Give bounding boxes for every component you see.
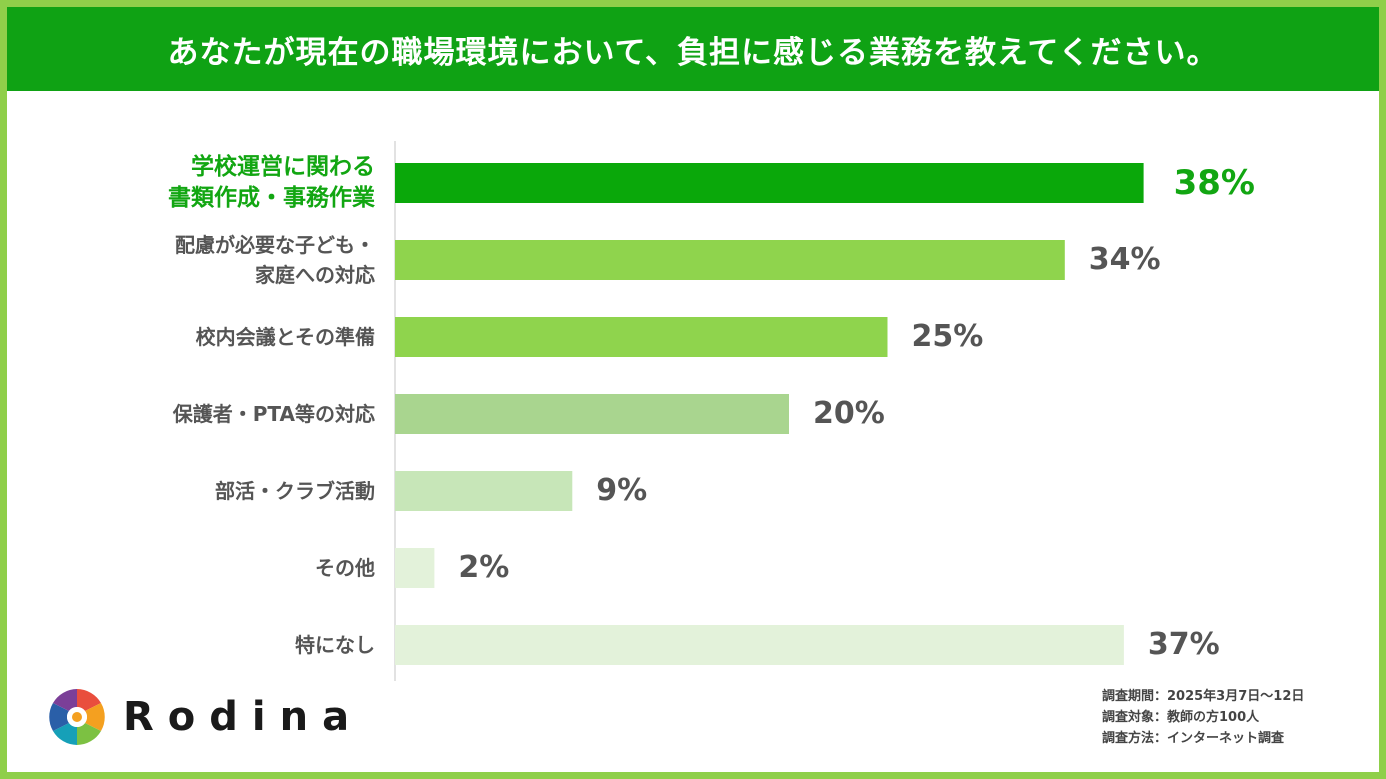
value-label: 37% <box>1147 627 1220 662</box>
category-label: その他 <box>315 556 375 580</box>
category-label: 配慮が必要な子ども・ 家庭への対応 <box>175 233 375 287</box>
bar <box>395 163 1144 203</box>
category-label: 保護者・PTA等の対応 <box>172 402 375 426</box>
brand-name: Rodina <box>123 694 364 740</box>
value-label: 38% <box>1173 162 1255 203</box>
bar <box>395 625 1124 665</box>
survey-method: 調査方法：インターネット調査 <box>1102 731 1285 746</box>
chart-area: 学校運営に関わる 書類作成・事務作業 38% 配慮が必要な子ども・ 家庭への対応 34% 校… <box>7 91 1379 779</box>
value-label: 34% <box>1088 242 1161 277</box>
survey-target: 調査対象：教師の方100人 <box>1102 710 1260 725</box>
survey-period: 調査期間：2025年3月7日～12日 <box>1102 689 1305 704</box>
value-label: 2% <box>458 550 510 585</box>
bar-chart <box>394 141 1144 681</box>
value-label: 25% <box>911 319 984 354</box>
bar <box>395 317 888 357</box>
survey-notes: 調査期間：2025年3月7日～12日 調査対象：教師の方100人 調査方法：イン… <box>1102 686 1304 749</box>
camera-aperture-icon <box>49 689 105 745</box>
category-label: 特になし <box>295 633 375 657</box>
brand-logo: Rodina <box>47 687 363 747</box>
bar <box>395 471 573 511</box>
value-label: 9% <box>596 473 648 508</box>
bar <box>395 240 1065 280</box>
category-label: 校内会議とその準備 <box>195 325 375 349</box>
category-label: 部活・クラブ活動 <box>215 479 375 503</box>
value-label: 20% <box>813 396 885 431</box>
category-label: 学校運営に関わる 書類作成・事務作業 <box>168 154 375 211</box>
bar <box>395 394 789 434</box>
chart-title: あなたが現在の職場環境において、負担に感じる業務を教えてください。 <box>7 7 1379 91</box>
bar <box>395 548 435 588</box>
